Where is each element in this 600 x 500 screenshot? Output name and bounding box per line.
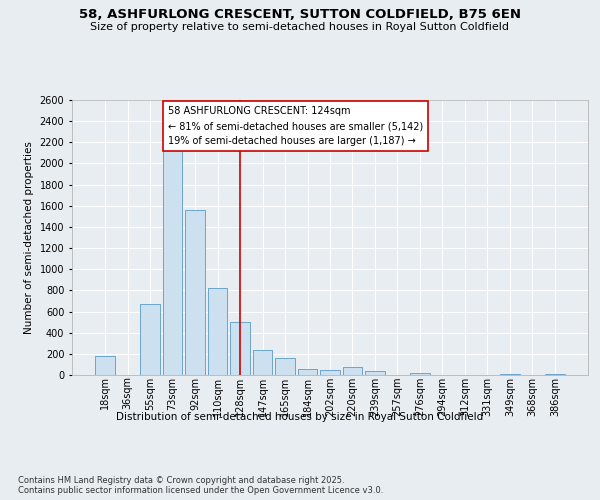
Bar (320, 370, 340, 375)
Text: 58, ASHFURLONG CRESCENT, SUTTON COLDFIELD, B75 6EN: 58, ASHFURLONG CRESCENT, SUTTON COLDFIEL… (79, 8, 521, 20)
Text: Contains HM Land Registry data © Crown copyright and database right 2025.
Contai: Contains HM Land Registry data © Crown c… (18, 476, 383, 495)
Bar (230, 322, 250, 375)
Bar (365, 372, 385, 375)
Text: Size of property relative to semi-detached houses in Royal Sutton Coldfield: Size of property relative to semi-detach… (91, 22, 509, 32)
Y-axis label: Number of semi-detached properties: Number of semi-detached properties (24, 141, 34, 334)
Bar (343, 366, 362, 375)
Bar (95, 356, 115, 375)
Text: 58 ASHFURLONG CRESCENT: 124sqm
← 81% of semi-detached houses are smaller (5,142): 58 ASHFURLONG CRESCENT: 124sqm ← 81% of … (168, 106, 423, 146)
Bar (298, 368, 317, 375)
Bar (163, 150, 182, 375)
Bar (185, 210, 205, 375)
Bar (208, 288, 227, 375)
Bar (140, 304, 160, 375)
Bar (253, 350, 272, 375)
Bar (545, 374, 565, 375)
Bar (275, 358, 295, 375)
Bar (410, 374, 430, 375)
Text: Distribution of semi-detached houses by size in Royal Sutton Coldfield: Distribution of semi-detached houses by … (116, 412, 484, 422)
Bar (500, 374, 520, 375)
